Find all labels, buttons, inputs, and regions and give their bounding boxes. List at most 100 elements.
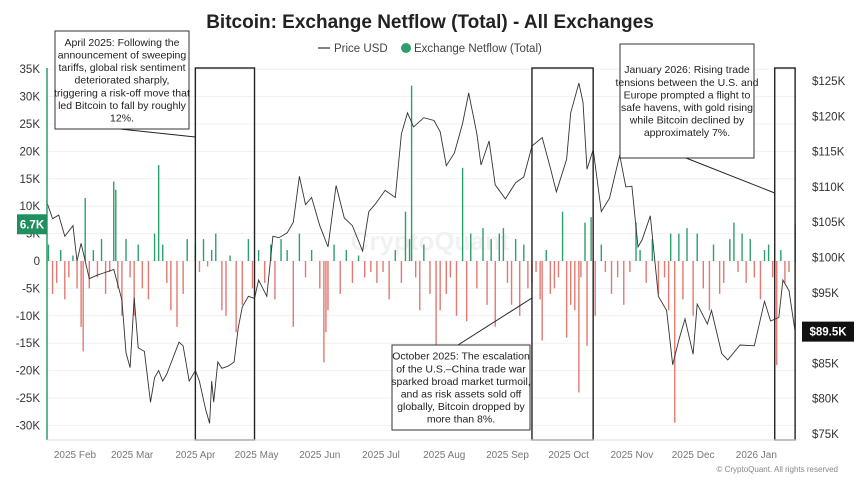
outflow-bar <box>629 261 631 272</box>
right-tick-label: $105K <box>812 217 846 229</box>
callout-leader-line <box>119 128 196 138</box>
inflow-bar <box>92 250 95 261</box>
outflow-bar <box>553 261 556 289</box>
inflow-bar <box>345 250 348 261</box>
inflow-bar <box>767 244 770 261</box>
legend: Price USD Exchange Netflow (Total) <box>318 43 542 55</box>
outflow-bar <box>776 261 778 366</box>
inflow-bar <box>498 233 501 261</box>
annotation-text-line: while Bitcoin declined by <box>629 115 745 127</box>
inflow-bar <box>357 255 360 261</box>
left-tick-label: -25K <box>16 393 41 405</box>
inflow-bar <box>257 250 260 261</box>
current-netflow-value: 6.7K <box>20 219 45 231</box>
outflow-bar <box>784 261 786 283</box>
right-tick-label: $80K <box>812 394 839 406</box>
legend-netflow-label[interactable]: Exchange Netflow (Total) <box>414 43 542 55</box>
outflow-bar <box>623 261 625 305</box>
left-tick-label: 15K <box>20 174 41 186</box>
inflow-bar <box>470 233 472 261</box>
right-axis-ticks: $125K $120K $115K $110K $105K $100K $95K $85K $8… <box>812 76 846 441</box>
outflow-bar <box>465 261 468 322</box>
legend-price-label[interactable]: Price USD <box>334 43 388 55</box>
left-tick-label: 10K <box>20 201 41 213</box>
inflow-bar <box>394 250 396 261</box>
inflow-bar <box>482 228 484 261</box>
outflow-bar <box>610 261 613 294</box>
outflow-bar <box>580 261 582 278</box>
annotation-text-line: October 2025: The escalation <box>392 351 530 363</box>
outflow-bar <box>147 261 150 300</box>
inflow-bar <box>678 233 680 261</box>
right-tick-label: $125K <box>812 76 846 88</box>
inflow-bar <box>686 228 688 261</box>
outflow-bar <box>455 261 458 316</box>
outflow-bar <box>510 261 513 305</box>
outflow-bar <box>535 261 537 272</box>
outflow-bar <box>657 261 660 294</box>
left-tick-label: 0 <box>34 256 40 268</box>
inflow-bar <box>100 239 103 261</box>
inflow-bar <box>712 244 715 261</box>
x-axis-ticks: 2025 Feb 2025 Mar 2025 Apr 2025 May 2025 Jun… <box>54 450 777 461</box>
annotation-text-line: led Bitcoin to fall by roughly <box>58 100 187 112</box>
x-tick-label: 2025 Jun <box>299 450 340 461</box>
outflow-bar <box>129 261 131 278</box>
outflow-bar <box>170 261 172 311</box>
annotation-text-line: 12%. <box>110 113 134 125</box>
inflow-bar <box>286 250 288 261</box>
outflow-bar <box>718 261 721 294</box>
outflow-bar <box>753 261 756 278</box>
inflow-bar <box>584 222 586 261</box>
outflow-bar <box>80 261 82 327</box>
copyright: © CryptoQuant. All rights reserved <box>717 465 839 474</box>
annotation-text-line: sparked broad market turmoil, <box>391 376 530 388</box>
inflow-bar <box>84 197 86 261</box>
outflow-bar <box>363 261 366 278</box>
inflow-bar <box>741 233 743 261</box>
inflow-bar <box>545 250 547 261</box>
inflow-bar <box>404 211 407 261</box>
inflow-bar <box>523 244 525 261</box>
left-axis-ticks: 35K30K25K20K15K10K5K0-5K-10K-15K-20K-25K… <box>16 64 41 432</box>
outflow-bar <box>737 261 739 272</box>
outflow-bar <box>439 261 441 311</box>
inflow-bar <box>600 244 603 261</box>
left-tick-label: 35K <box>20 64 41 76</box>
callout-leader-line <box>457 297 533 346</box>
outflow-bar <box>527 261 529 289</box>
outflow-bar <box>565 261 568 338</box>
inflow-bar <box>310 250 313 261</box>
inflow-bar <box>733 222 735 261</box>
inflow-bar <box>210 250 213 261</box>
right-tick-label: $75K <box>812 429 839 441</box>
outflow-bar <box>574 261 576 311</box>
inflow-bar <box>729 239 731 261</box>
x-tick-label: 2025 Jul <box>362 450 400 461</box>
inflow-bar <box>125 239 127 261</box>
outflow-bar <box>539 261 541 300</box>
current-price-value: $89.5K <box>809 327 847 339</box>
inflow-bar <box>635 222 637 261</box>
outflow-bar <box>370 261 372 272</box>
inflow-bar <box>780 250 782 261</box>
outflow-bar <box>104 261 107 294</box>
current-netflow-badge: 6.7K <box>17 214 47 235</box>
outflow-bar <box>494 261 496 327</box>
outflow-bar <box>198 261 201 272</box>
outflow-bar <box>225 261 227 316</box>
annotation-box <box>619 43 755 159</box>
inflow-bar <box>639 250 641 261</box>
inflow-bar <box>72 255 74 261</box>
annotation-text-line: tensions between the U.S. and <box>615 77 758 89</box>
inflow-bar <box>162 244 164 261</box>
outflow-bar <box>304 261 307 278</box>
inflow-bar <box>215 233 217 261</box>
outflow-bar <box>788 261 790 272</box>
outflow-bar <box>549 261 552 294</box>
chart-title: Bitcoin: Exchange Netflow (Total) - All … <box>206 12 654 33</box>
current-price-badge: $89.5K <box>802 321 854 342</box>
x-tick-label: 2025 Mar <box>111 450 154 461</box>
